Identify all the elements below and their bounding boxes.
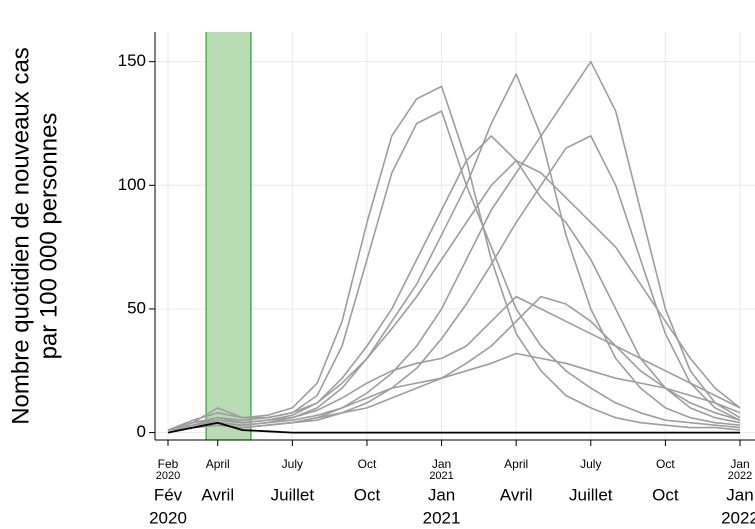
x-tick-label: Oct xyxy=(656,457,675,471)
x-tick-label: July xyxy=(282,457,303,471)
x-tick-label-fr: Oct xyxy=(354,485,381,504)
x-tick-label: April xyxy=(206,457,230,471)
shaded-region xyxy=(206,32,251,440)
y-axis-label-line: Nombre quotidien de nouveaux cas xyxy=(7,47,34,425)
series-line xyxy=(167,295,741,431)
x-tick-label: Oct xyxy=(358,457,377,471)
series-line xyxy=(167,159,741,431)
x-tick-label: Jan xyxy=(730,457,749,471)
x-tick-label: April xyxy=(504,457,528,471)
y-tick-label: 50 xyxy=(127,298,146,317)
series-line xyxy=(167,110,741,431)
x-tick-label-fr: 2021 xyxy=(423,508,461,527)
x-tick-label: July xyxy=(580,457,601,471)
x-tick-label-fr: 2020 xyxy=(149,508,187,527)
lines xyxy=(167,60,741,434)
y-tick-label: 150 xyxy=(118,51,146,70)
shaded-band xyxy=(205,32,252,440)
y-tick-label: 0 xyxy=(137,422,146,441)
x-tick-label-fr: Jan xyxy=(428,485,455,504)
x-tick-label-fr: Jan xyxy=(726,485,753,504)
y-tick-label: 100 xyxy=(118,175,146,194)
x-tick-label: Jan xyxy=(432,457,451,471)
x-tick-label-fr: Fév xyxy=(154,485,183,504)
series-line xyxy=(167,73,741,431)
x-tick-label-fr: Juillet xyxy=(569,485,613,504)
x-tick-label-fr: Juillet xyxy=(271,485,315,504)
x-tick-label: 2022 xyxy=(728,470,752,482)
x-tick-label-fr: 2022 xyxy=(721,508,755,527)
y-axis-label: Nombre quotidien de nouveaux cas par 100… xyxy=(7,47,62,425)
series-line xyxy=(167,421,740,434)
x-tick-label-fr: Avril xyxy=(201,485,234,504)
series-line xyxy=(167,85,741,431)
x-tick-label-fr: Avril xyxy=(500,485,533,504)
y-axis-label-line: par 100 000 personnes xyxy=(35,113,62,360)
x-tick-label: 2021 xyxy=(429,470,453,482)
x-tick-label-fr: Oct xyxy=(652,485,679,504)
series-line xyxy=(167,295,741,431)
x-tick-label: 2020 xyxy=(156,470,180,482)
axes: 050100150Feb2020Fév2020AprilAvrilJulyJui… xyxy=(118,32,755,527)
series-line xyxy=(167,352,741,434)
x-tick-label: Feb xyxy=(158,457,179,471)
